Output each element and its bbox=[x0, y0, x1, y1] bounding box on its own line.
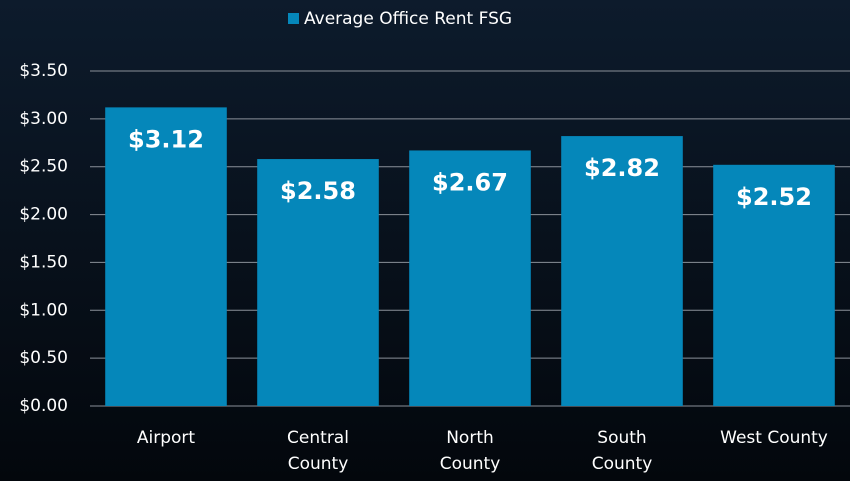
y-tick-label: $3.00 bbox=[19, 109, 68, 129]
bar bbox=[105, 107, 227, 406]
y-tick-label: $1.00 bbox=[19, 300, 68, 320]
x-tick-label: South County bbox=[592, 428, 653, 474]
bar bbox=[713, 164, 835, 406]
bar bbox=[561, 136, 683, 407]
legend-swatch bbox=[288, 13, 299, 24]
y-tick-label: $2.50 bbox=[19, 157, 68, 177]
x-tick-label: Airport bbox=[137, 428, 196, 448]
x-tick-label: North County bbox=[440, 428, 501, 474]
y-tick-label: $0.00 bbox=[19, 396, 68, 416]
x-tick-label: West County bbox=[720, 428, 828, 448]
bar bbox=[409, 150, 531, 406]
y-tick-label: $0.50 bbox=[19, 348, 68, 368]
value-label: $3.12 bbox=[128, 125, 204, 153]
y-tick-label: $1.50 bbox=[19, 252, 68, 272]
x-tick-label: Central County bbox=[287, 428, 349, 474]
value-label: $2.52 bbox=[736, 183, 812, 211]
value-label: $2.82 bbox=[584, 154, 660, 182]
legend-label: Average Office Rent FSG bbox=[304, 9, 512, 29]
y-tick-label: $3.50 bbox=[19, 61, 68, 81]
bar bbox=[257, 159, 379, 406]
y-tick-label: $2.00 bbox=[19, 205, 68, 225]
value-label: $2.67 bbox=[432, 168, 508, 196]
value-label: $2.58 bbox=[280, 177, 356, 205]
